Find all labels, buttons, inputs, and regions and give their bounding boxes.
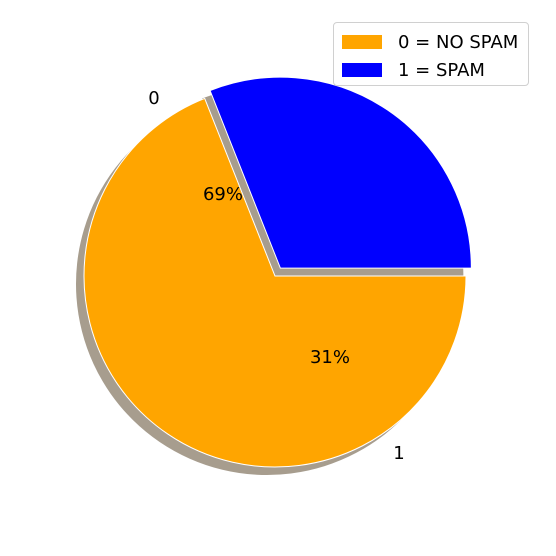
pie-slice-0: [83, 97, 467, 468]
legend-item-no-spam: 0 = NO SPAM: [342, 30, 518, 54]
legend-swatch-spam: [342, 63, 382, 77]
pie-slice-layer: [83, 76, 472, 468]
pie-slice-1: [209, 76, 472, 269]
legend-label-spam: 1 = SPAM: [398, 59, 485, 81]
legend-label-no-spam: 0 = NO SPAM: [398, 31, 519, 53]
percent-label-0: 69%: [203, 184, 243, 205]
legend-swatch-no-spam: [342, 35, 382, 49]
category-label-0: 0: [148, 88, 159, 109]
category-label-1: 1: [393, 443, 404, 464]
legend-item-spam: 1 = SPAM: [342, 58, 485, 82]
chart-legend: 0 = NO SPAM 1 = SPAM: [333, 22, 529, 86]
pie-label-layer: 0 1 69% 31%: [148, 88, 404, 464]
percent-label-1: 31%: [310, 347, 350, 368]
